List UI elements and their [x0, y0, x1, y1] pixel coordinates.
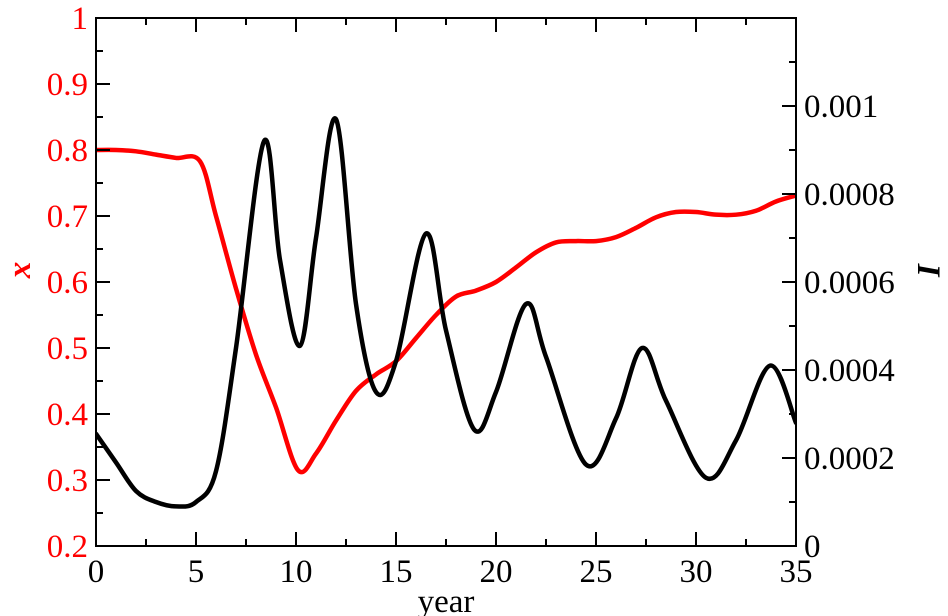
x-tick-label: 30 — [680, 554, 713, 590]
x-tick-label: 20 — [480, 554, 513, 590]
left-y-tick-label: 0.9 — [47, 67, 88, 103]
left-y-tick-label: 0.7 — [47, 199, 88, 235]
series-layer — [96, 116, 796, 509]
left-y-tick-label: 0.8 — [47, 133, 88, 169]
x-tick-label: 5 — [188, 554, 205, 590]
right-y-tick-label: 0.0008 — [804, 177, 895, 213]
left-y-tick-label: 0.6 — [47, 265, 88, 301]
plot-frame — [95, 17, 797, 547]
right-y-tick-label: 0.0006 — [804, 265, 895, 301]
right-y-tick-label: 0.0004 — [804, 353, 895, 389]
left-y-axis-title: x — [2, 262, 38, 280]
labels-layer: year x I — [2, 262, 946, 616]
x-tick-label: 35 — [780, 554, 813, 590]
right-y-tick-label: 0.001 — [804, 89, 878, 125]
left-y-tick-label: 0.3 — [47, 463, 88, 499]
right-y-tick-label: 0 — [804, 529, 821, 565]
right-y-axis-title: I — [910, 263, 946, 278]
x-tick-label: 0 — [88, 554, 105, 590]
left-y-tick-label: 0.5 — [47, 331, 88, 367]
left-y-tick-label: 0.2 — [47, 529, 88, 565]
ticks-layer: 0 5 10 15 20 25 30 350.20.30.40.50.60.70.80.910… — [47, 1, 895, 590]
x-axis-title: year — [418, 584, 475, 616]
left-y-tick-label: 1 — [72, 1, 89, 37]
x-tick-label: 15 — [380, 554, 413, 590]
right-y-tick-label: 0.0002 — [804, 441, 895, 477]
x-tick-label: 10 — [280, 554, 313, 590]
x-series-line — [96, 147, 796, 475]
x-tick-label: 25 — [580, 554, 613, 590]
I-series-line — [96, 116, 796, 509]
left-y-tick-label: 0.4 — [47, 397, 88, 433]
